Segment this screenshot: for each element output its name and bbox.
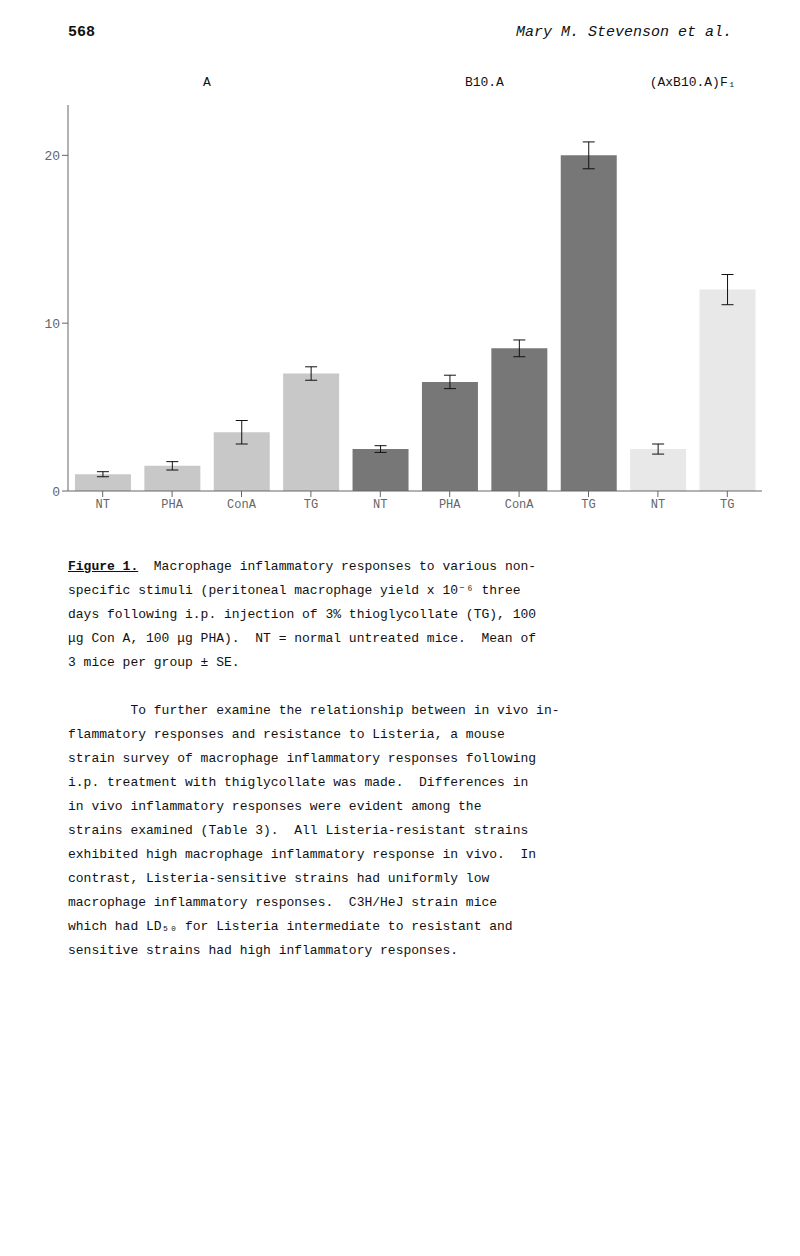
html-text:strains examined (Table 3). Al: strains examined (Table 3). All Listeria… — [68, 823, 529, 838]
svg-text:PHA: PHA — [161, 498, 183, 512]
html-text:specific stimuli (peritoneal m: specific stimuli (peritoneal macrophage … — [68, 583, 521, 598]
html-text:flammatory responses and resis: flammatory responses and resistance to L… — [68, 727, 505, 742]
svg-text:0: 0 — [52, 485, 60, 500]
html-text:Mary M. Stevenson et al.: Mary M. Stevenson et al. — [516, 24, 732, 41]
html-text:B10.A: B10.A — [464, 75, 504, 90]
html-text:in vivo inflammatory responses: in vivo inflammatory responses were evid… — [68, 799, 482, 814]
svg-text:ConA: ConA — [505, 498, 535, 512]
svg-text:TG: TG — [720, 498, 734, 512]
html-text:Figure 1. Macrophage inflammat: Figure 1. Macrophage inflammatory respon… — [68, 559, 537, 574]
html-text:macrophage inflammatory respon: macrophage inflammatory responses. C3H/H… — [68, 895, 498, 910]
html-text:sensitive strains had high inf: sensitive strains had high inflammatory … — [68, 943, 459, 958]
html-text:3 mice per group ± SE.: 3 mice per group ± SE. — [68, 655, 240, 670]
svg-text:10: 10 — [44, 317, 60, 332]
svg-text:NT: NT — [373, 498, 387, 512]
html-text:days following i.p. injection: days following i.p. injection of 3% thio… — [68, 607, 537, 622]
html-text:(AxB10.A)F₁: (AxB10.A)F₁ — [649, 75, 736, 90]
html-text:μg Con A, 100 μg PHA). NT = no: μg Con A, 100 μg PHA). NT = normal untre… — [68, 631, 537, 646]
svg-text:TG: TG — [581, 498, 595, 512]
html-text:exhibited high macrophage infl: exhibited high macrophage inflammatory r… — [68, 847, 537, 862]
html-text:which had LD₅₀ for Listeria in: which had LD₅₀ for Listeria intermediate… — [68, 919, 513, 934]
html-text:568: 568 — [68, 24, 95, 41]
html-text:contrast, Listeria-sensitive s: contrast, Listeria-sensitive strains had… — [68, 871, 490, 886]
svg-text:TG: TG — [304, 498, 318, 512]
html-text:strain survey of macrophage in: strain survey of macrophage inflammatory… — [68, 751, 537, 766]
html-text:To further examine the relatio: To further examine the relationship betw… — [68, 703, 560, 718]
svg-text:ConA: ConA — [227, 498, 257, 512]
html-text:A: A — [202, 75, 211, 90]
svg-text:NT: NT — [95, 498, 109, 512]
svg-text:NT: NT — [651, 498, 665, 512]
svg-text:PHA: PHA — [439, 498, 461, 512]
html-text:i.p. treatment with thiglycoll: i.p. treatment with thiglycollate was ma… — [68, 775, 529, 790]
svg-text:20: 20 — [44, 149, 60, 164]
